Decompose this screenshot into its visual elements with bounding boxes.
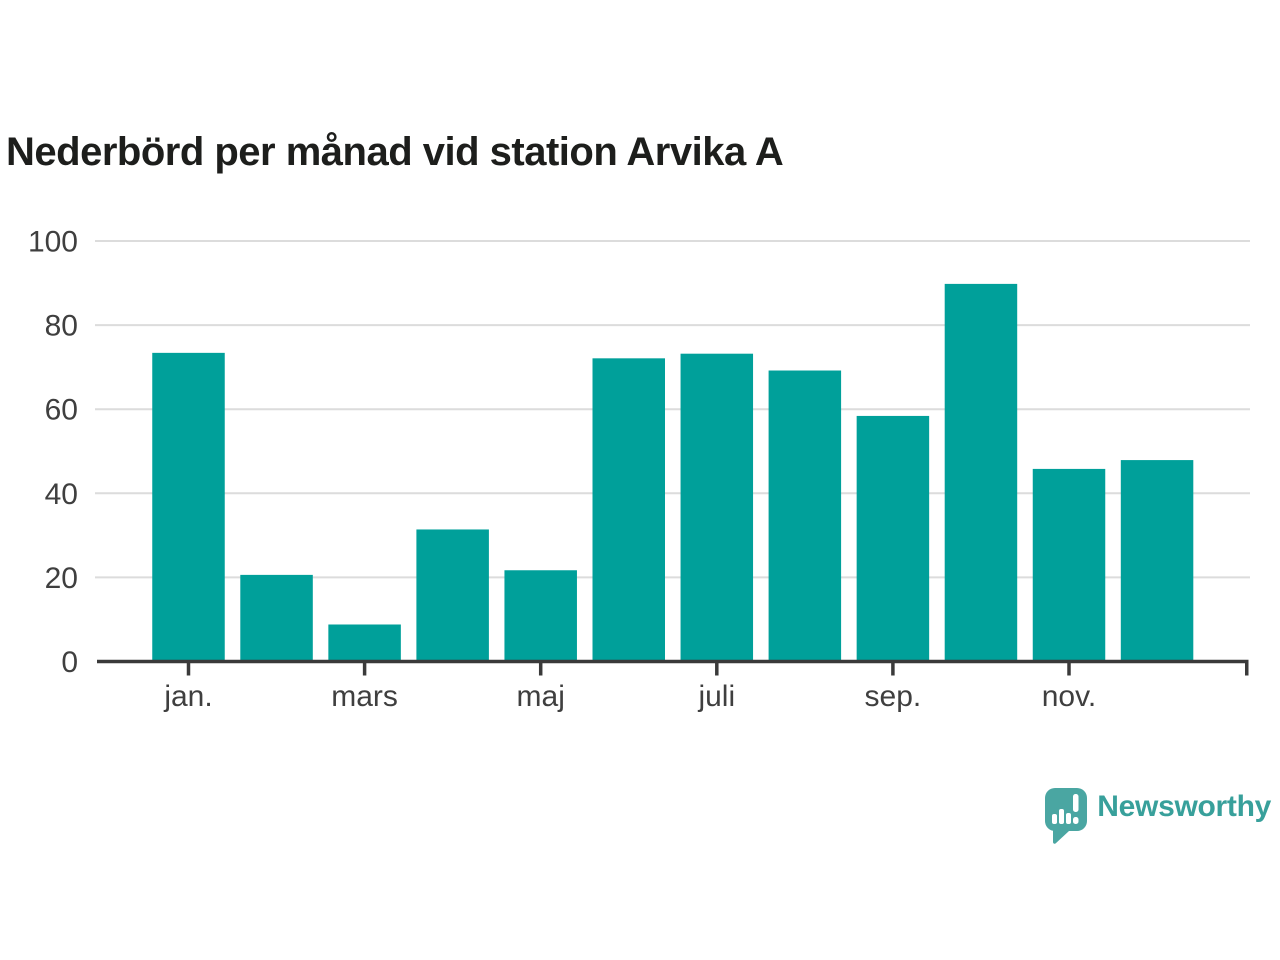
chart-title: Nederbörd per månad vid station Arvika A	[6, 130, 784, 174]
bar	[240, 574, 313, 663]
x-tick-label-maj: maj	[517, 680, 565, 713]
bar	[944, 283, 1018, 663]
bar-series	[152, 283, 1194, 663]
bar	[1032, 468, 1106, 663]
bar	[768, 370, 842, 663]
newsworthy-logo-icon	[1045, 788, 1088, 844]
y-tick-label-60: 60	[45, 394, 78, 427]
bar	[1120, 460, 1194, 663]
x-tick-label-jan.: jan.	[163, 680, 212, 713]
y-tick-label-80: 80	[45, 310, 78, 343]
bar	[152, 352, 225, 663]
y-axis-labels: 0 20 40 60 80 100	[28, 226, 78, 680]
x-tick-label-sep.: sep.	[865, 680, 922, 713]
bar	[416, 529, 489, 663]
newsworthy-logo-text: Newsworthy	[1097, 790, 1271, 823]
y-tick-label-20: 20	[45, 562, 78, 595]
bar	[680, 353, 754, 663]
y-tick-label-40: 40	[45, 478, 78, 511]
x-axis	[97, 659, 1249, 676]
bar	[592, 358, 665, 663]
x-tick-label-juli: juli	[697, 680, 735, 713]
bar	[856, 415, 930, 663]
y-tick-label-100: 100	[28, 226, 78, 259]
y-tick-label-0: 0	[61, 646, 78, 679]
bar	[504, 570, 577, 663]
x-tick-label-nov.: nov.	[1042, 680, 1096, 713]
bar	[328, 624, 401, 663]
branding-lockup: Newsworthy	[1043, 787, 1271, 845]
x-axis-labels: jan. mars maj juli sep. nov.	[163, 680, 1096, 713]
x-tick-label-mars: mars	[331, 680, 398, 713]
